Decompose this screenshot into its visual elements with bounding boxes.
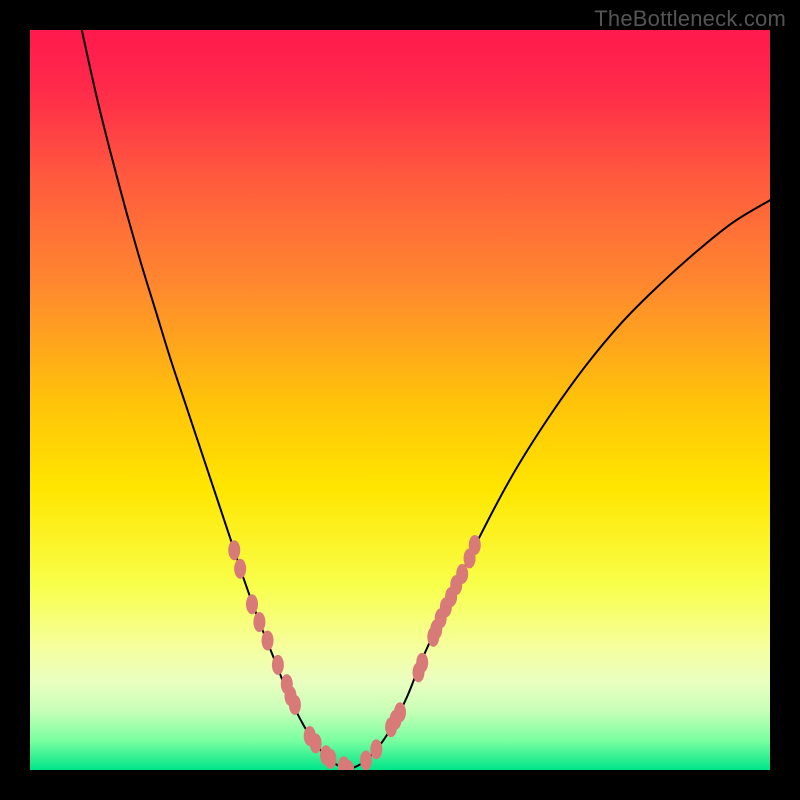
plot-area xyxy=(30,30,770,770)
plot-svg xyxy=(30,30,770,770)
marker-point xyxy=(289,695,301,715)
marker-point xyxy=(456,564,468,584)
marker-point xyxy=(228,540,240,560)
gradient-background xyxy=(30,30,770,770)
chart-frame: TheBottleneck.com xyxy=(0,0,800,800)
marker-point xyxy=(324,749,336,769)
marker-point xyxy=(394,702,406,722)
marker-point xyxy=(272,655,284,675)
marker-point xyxy=(360,750,372,770)
marker-point xyxy=(246,594,258,614)
marker-point xyxy=(310,733,322,753)
marker-point xyxy=(469,535,481,555)
marker-point xyxy=(370,739,382,759)
watermark-text: TheBottleneck.com xyxy=(594,6,786,32)
marker-point xyxy=(416,653,428,673)
marker-point xyxy=(253,612,265,632)
marker-point xyxy=(262,631,274,651)
marker-point xyxy=(234,559,246,579)
